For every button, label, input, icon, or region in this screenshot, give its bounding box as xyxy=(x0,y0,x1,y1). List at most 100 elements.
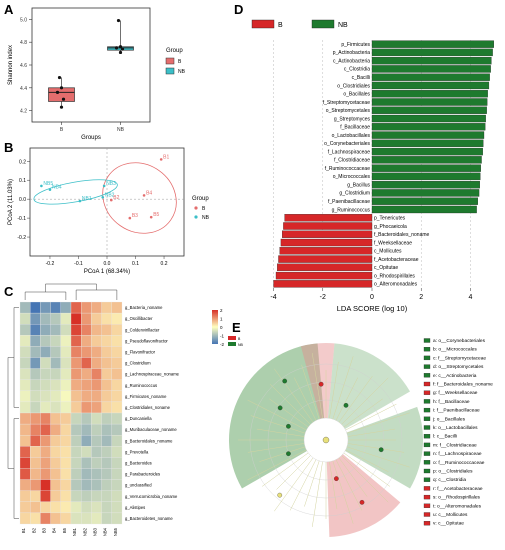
legend-swatch xyxy=(423,521,431,526)
point-label: B1 xyxy=(163,154,169,160)
heatmap-cell xyxy=(40,368,51,380)
clade-branch xyxy=(345,403,397,431)
heatmap-cell xyxy=(101,479,112,491)
heatmap-cell xyxy=(101,368,112,380)
heatmap-cell xyxy=(70,479,82,491)
column-label: B1 xyxy=(21,527,26,533)
heatmap-cell xyxy=(40,324,51,336)
y-tick-label: 4.4 xyxy=(20,86,27,92)
heatmap-cell xyxy=(30,379,41,391)
legend-swatch-B xyxy=(251,19,275,29)
clade-branch xyxy=(247,399,307,431)
heatmap-cell xyxy=(70,457,82,469)
clade-branch xyxy=(247,443,305,453)
heatmap-cell xyxy=(70,390,82,403)
column-label: B3 xyxy=(42,527,47,533)
heatmap-cell xyxy=(111,401,123,414)
column-label: B2 xyxy=(31,527,36,533)
bar-label: o_Rhodospirillales xyxy=(374,273,415,279)
heatmap-cell xyxy=(30,401,41,414)
lda-bar xyxy=(371,114,486,123)
panel-letter-a: A xyxy=(4,2,14,17)
clade-node xyxy=(343,403,349,408)
legend-swatch xyxy=(423,364,431,369)
panel-a: 4.2 4.4 4.6 4.8 5.0 B NB Groups Shannon index Gro… xyxy=(8,7,186,141)
heatmap-cell xyxy=(19,346,31,358)
row-label: g_Clostridiales_noname xyxy=(125,405,171,410)
clade-branch xyxy=(347,443,405,453)
clade-branch xyxy=(269,398,309,428)
lda-bar xyxy=(283,222,373,230)
heatmap-cell xyxy=(60,468,72,480)
heatmap-cell xyxy=(91,346,102,358)
heatmap-cell xyxy=(40,379,51,391)
heatmap-cell xyxy=(81,346,92,358)
heatmap-cell xyxy=(101,468,112,480)
x-axis-title: Groups xyxy=(81,135,101,141)
row-label: g_Prevotella xyxy=(125,449,149,454)
heatmap-cell xyxy=(81,390,92,403)
heatmap-cell xyxy=(40,490,51,502)
heatmap-cell xyxy=(40,423,51,436)
panel-e: B NB a: o__Corynebacteriales b: o__Micrococ… xyxy=(228,336,493,537)
heatmap-cell xyxy=(60,435,72,447)
row-label: g_Parabacteroides xyxy=(125,472,160,477)
data-point xyxy=(57,75,62,80)
lda-bar xyxy=(371,90,488,98)
lda-bar xyxy=(371,180,480,189)
point-NB2 xyxy=(101,195,105,199)
plot-frame xyxy=(31,7,151,123)
heatmap-cell xyxy=(111,301,123,314)
clade-branch xyxy=(276,455,311,490)
bar-label: p_Tenericutes xyxy=(374,216,406,222)
bar-label: o_Clostridiales xyxy=(337,83,370,89)
colorbar-tick: 1 xyxy=(220,317,223,322)
heatmap-cell xyxy=(60,457,72,469)
legend-item: r: f__Acetobacteraceae xyxy=(433,486,483,492)
bar-label: f_Lachnospiraceae xyxy=(328,149,370,155)
heatmap-cell xyxy=(30,490,41,502)
heatmap-cell xyxy=(19,368,31,380)
colorbar-tick: -2 xyxy=(220,342,224,347)
heatmap-cell xyxy=(111,479,123,491)
bar-label: c_Opitutae xyxy=(374,265,398,271)
lda-bar xyxy=(371,131,485,139)
point-NB3 xyxy=(102,184,106,188)
bar-label: g_Bacillus xyxy=(347,182,370,188)
heatmap-cell xyxy=(70,324,82,336)
legend-swatch-B xyxy=(165,57,175,65)
heatmap-cell xyxy=(30,368,41,380)
lda-bar xyxy=(371,164,481,172)
row-label: g_Firmicutes_noname xyxy=(125,394,167,399)
heatmap-cell xyxy=(81,501,92,514)
legend-item: v: c__Opitutae xyxy=(433,521,464,527)
heatmap-cell xyxy=(70,490,82,502)
heatmap-cell xyxy=(81,379,92,391)
bar-label: p_Firmicutes xyxy=(341,42,370,48)
heatmap-cell xyxy=(70,312,82,325)
heatmap-cell xyxy=(50,468,61,480)
heatmap-cell xyxy=(70,468,82,480)
heatmap-cell xyxy=(60,390,72,403)
row-label: g_Bacteroidales_noname xyxy=(125,438,173,443)
heatmap-cell xyxy=(111,390,123,403)
lda-bar xyxy=(371,147,483,156)
point-label: B4 xyxy=(146,190,152,196)
lda-bar xyxy=(371,139,484,148)
x-axis-title: LDA SCORE (log 10) xyxy=(337,304,408,313)
bar-label: c_Bacilli xyxy=(352,75,370,81)
row-label: g_Coldenvirillacter xyxy=(125,327,160,332)
heatmap-cell xyxy=(40,390,51,403)
point-label: B3 xyxy=(132,213,138,219)
legend-swatch xyxy=(423,373,431,378)
heatmap-cell xyxy=(70,379,82,391)
clade-branch xyxy=(335,459,363,511)
heatmap-cell xyxy=(60,301,72,314)
heatmap-cell xyxy=(40,312,51,325)
x-tick-label: -2 xyxy=(320,294,326,301)
heatmap-cell xyxy=(70,512,82,525)
heatmap-cell xyxy=(70,435,82,447)
heatmap-cell xyxy=(60,379,72,391)
heatmap-cell xyxy=(91,301,102,314)
heatmap-cell xyxy=(19,379,31,391)
